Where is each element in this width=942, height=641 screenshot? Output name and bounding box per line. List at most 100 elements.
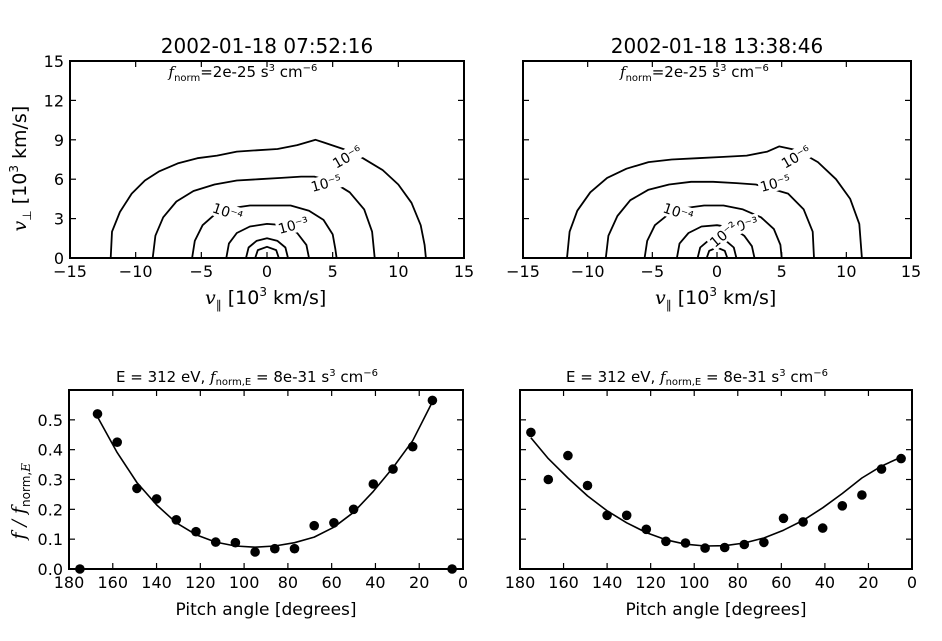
contour-line: [643, 204, 783, 259]
y-tick-label: 0.3: [38, 471, 63, 490]
x-axis-label: Pitch angle [degrees]: [175, 600, 356, 620]
data-point: [270, 543, 280, 554]
data-point: [289, 543, 300, 554]
data-point: [680, 538, 691, 548]
contour-label-bg: [659, 199, 697, 225]
pitch-angle-panel-left: 180 160 140 120 100 80 60 40 20 0 0.0 0.1 0.2 0.3 0.4 0…: [8, 368, 468, 620]
plot-frame: [519, 389, 913, 570]
data-point: [407, 441, 418, 452]
x-tick-label: 60: [321, 573, 341, 592]
data-point: [857, 490, 867, 500]
y-axis-label: v⊥ [103 km/s]: [7, 106, 34, 232]
x-tick-label: 0: [262, 262, 272, 281]
x-tick-label: 100: [679, 573, 710, 592]
y-tick-label: 0.2: [38, 500, 63, 519]
contour-label-bg: [756, 171, 794, 196]
contour-line: [604, 180, 815, 259]
x-axis-label: v∥ [103 km/s]: [655, 285, 776, 312]
x-tick-label: −10: [119, 262, 153, 281]
x-tick-label: 80: [278, 573, 298, 592]
data-point: [329, 518, 339, 528]
data-point: [876, 464, 887, 474]
normalization-annotation: fnorm=2e-25 s3 cm−6: [619, 63, 769, 84]
data-point: [388, 464, 398, 474]
contour-line: [191, 204, 338, 259]
y-tick-label: 15: [44, 52, 64, 71]
x-tick-label: 5: [777, 262, 787, 281]
data-point: [230, 537, 241, 548]
y-tick-label: 0.1: [38, 530, 63, 549]
data-point: [112, 437, 122, 448]
x-tick-label: 15: [454, 262, 474, 281]
contour-label-bg: [274, 213, 312, 238]
contour-line: [245, 237, 289, 259]
x-tick-label: 180: [54, 573, 85, 592]
data-point: [641, 524, 652, 535]
data-point: [739, 539, 750, 550]
y-tick-label: 0.0: [38, 560, 63, 579]
contour-label-bg: [307, 171, 345, 196]
data-point: [526, 427, 536, 438]
x-tick-label: 15: [901, 262, 921, 281]
data-point: [151, 494, 162, 504]
x-tick-label: −15: [506, 262, 540, 281]
x-tick-label: 40: [365, 573, 385, 592]
panel-title: 2002-01-18 07:52:16: [161, 34, 373, 58]
x-tick-label: 10: [388, 262, 408, 281]
x-tick-label: −15: [53, 262, 87, 281]
data-point: [191, 526, 201, 537]
data-point: [132, 483, 142, 494]
plot-frame: [69, 60, 465, 259]
x-tick-label: 0: [712, 262, 722, 281]
x-tick-label: 5: [328, 262, 338, 281]
x-tick-label: 60: [771, 573, 791, 592]
data-point: [210, 537, 221, 547]
contour-line: [676, 224, 756, 259]
x-tick-label: 160: [98, 573, 129, 592]
panel-title: E = 312 eV, fnorm,E = 8e-31 s3 cm−6: [116, 368, 378, 388]
data-point: [778, 513, 789, 524]
x-tick-label: 140: [592, 573, 623, 592]
x-tick-label: 120: [635, 573, 666, 592]
x-axis-label: v∥ [103 km/s]: [205, 285, 326, 312]
data-point: [817, 523, 828, 533]
data-point: [798, 517, 808, 527]
data-point: [250, 547, 260, 557]
y-tick-label: 9: [54, 131, 64, 150]
data-point: [427, 395, 438, 406]
x-tick-label: 80: [728, 573, 748, 592]
x-tick-label: −5: [190, 262, 214, 281]
contour-label: 10⁻⁴: [661, 201, 696, 226]
plot-frame: [68, 389, 464, 570]
data-point: [719, 542, 730, 553]
fit-curve: [96, 401, 434, 548]
data-point: [309, 520, 320, 531]
panel-title: E = 312 eV, fnorm,E = 8e-31 s3 cm−6: [566, 368, 828, 388]
y-tick-label: 12: [44, 91, 64, 110]
contour-label: 10⁻³: [277, 214, 311, 237]
data-point: [700, 543, 710, 553]
data-point: [171, 515, 182, 525]
contour-line: [566, 145, 863, 259]
x-tick-label: −10: [571, 262, 605, 281]
data-point: [602, 510, 612, 521]
data-point: [582, 480, 593, 491]
contour-label-bg: [208, 199, 247, 225]
contour-line: [109, 138, 427, 259]
data-point: [563, 450, 573, 461]
contour-line: [151, 175, 376, 259]
x-tick-label: 120: [185, 573, 216, 592]
data-point: [837, 501, 848, 511]
contour-panel-left: −15 −10 −5 0 5 10 15 0 3 6 9 12 15 fnorm=2e-25 s3 cm−…: [7, 34, 474, 312]
normalization-annotation: fnorm=2e-25 s3 cm−6: [168, 63, 318, 84]
contour-label: 10⁻⁵: [309, 172, 343, 195]
y-tick-label: 6: [54, 170, 64, 189]
contour-label-bg: [328, 141, 366, 173]
data-point: [92, 409, 103, 419]
fit-curve: [530, 437, 902, 547]
x-tick-label: 140: [141, 573, 172, 592]
contour-line: [254, 245, 280, 259]
x-tick-label: 20: [409, 573, 429, 592]
